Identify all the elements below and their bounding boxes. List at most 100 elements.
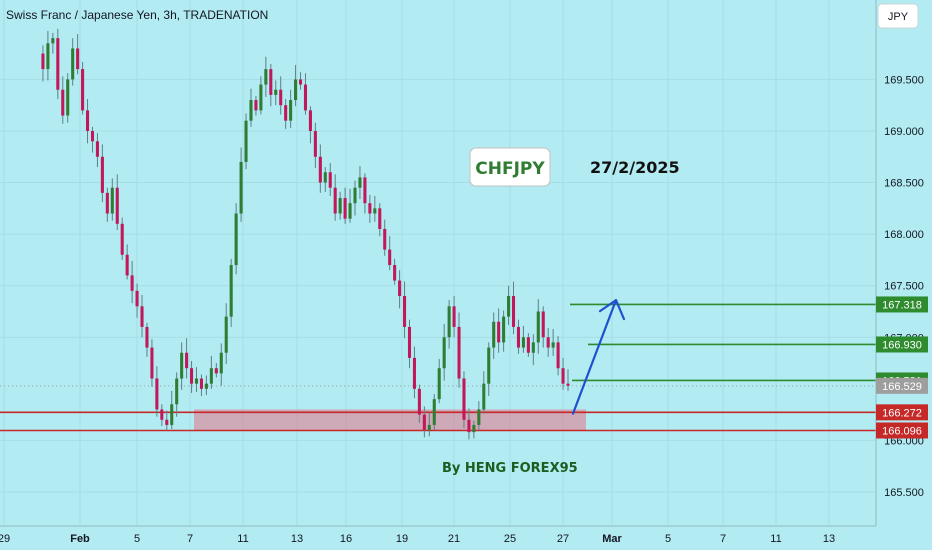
time-tick-label: 13: [823, 533, 835, 545]
candle-body: [41, 53, 45, 70]
candle-body: [105, 192, 109, 214]
candle-body: [338, 198, 342, 214]
candle-body: [160, 409, 164, 420]
pair-label-bg: [469, 147, 551, 187]
candle-body: [100, 156, 104, 193]
candle-body: [76, 48, 80, 70]
candle-body: [328, 172, 332, 188]
candle-body: [234, 213, 238, 266]
candle-body: [199, 378, 203, 389]
resistance-price-tag: [876, 296, 928, 313]
candle-body: [422, 414, 426, 431]
candle-body: [110, 187, 114, 214]
time-tick-label: Mar: [602, 533, 622, 545]
pair-label-box: CHFJPY: [469, 147, 551, 187]
candle-body: [264, 69, 268, 85]
support-zone: [194, 409, 586, 431]
price-tag-label: 166.272: [882, 407, 922, 419]
candle-body: [368, 203, 372, 214]
candle-body: [140, 306, 144, 327]
candle-body: [219, 352, 223, 374]
currency-button-bg[interactable]: [877, 3, 919, 29]
candle-body: [343, 198, 347, 219]
candle-body: [209, 368, 213, 384]
author-label: By HENG FOREX95: [442, 461, 578, 476]
currency-button[interactable]: JPY: [877, 3, 919, 29]
candle-body: [462, 378, 466, 420]
candle-body: [51, 38, 55, 44]
candle-body: [403, 296, 407, 327]
candle-body: [289, 100, 293, 121]
candle-body: [566, 383, 570, 386]
price-tick-label: 167.500: [884, 281, 924, 293]
candle-body: [254, 100, 258, 111]
price-tag-label: 166.930: [882, 339, 922, 351]
candle-body: [284, 105, 288, 121]
candle-body: [294, 79, 298, 101]
candle-body: [115, 187, 119, 224]
candle-body: [407, 326, 412, 358]
candle-body: [165, 419, 169, 425]
candle-body: [432, 399, 436, 425]
grid: [0, 0, 876, 526]
candle-body: [531, 342, 535, 353]
time-tick-label: 16: [340, 533, 352, 545]
price-tick-label: 168.000: [884, 229, 924, 241]
candle-body: [447, 306, 451, 338]
date-label: 27/2/2025: [590, 158, 680, 177]
candle-body: [229, 265, 233, 317]
candle-body: [298, 79, 303, 85]
candle-body: [85, 110, 90, 131]
price-tick-label: 169.000: [884, 126, 924, 138]
price-axis[interactable]: 165.500166.000167.000167.500168.000168.5…: [884, 74, 924, 499]
candle-body: [378, 208, 382, 229]
candle-body: [150, 347, 154, 379]
candle-body: [526, 337, 530, 353]
support-price-tag: [876, 404, 928, 421]
candle-body: [427, 424, 431, 431]
candle-body: [224, 316, 228, 353]
candle-body: [274, 89, 278, 95]
candle-body: [487, 347, 491, 384]
candle-body: [214, 368, 218, 374]
price-tick-label: 165.500: [884, 487, 924, 499]
candle-body: [502, 316, 506, 343]
pair-label: CHFJPY: [475, 159, 545, 179]
candle-body: [373, 208, 377, 214]
candle-body: [185, 352, 189, 369]
candle-body: [442, 337, 446, 369]
arrow-shaft: [571, 299, 618, 415]
candle-body: [71, 48, 75, 80]
time-tick-label: 29: [0, 533, 10, 545]
candle-body: [120, 223, 124, 255]
price-tag-label: 166.529: [882, 381, 922, 393]
candle-body: [551, 342, 555, 348]
candle-body: [194, 378, 199, 384]
candles: [41, 28, 570, 440]
candle-body: [417, 388, 421, 415]
time-tick-label: 7: [720, 533, 726, 545]
time-tick-label: 7: [187, 533, 193, 545]
candle-body: [348, 203, 352, 219]
candle-body: [135, 290, 139, 307]
time-tick-label: 5: [134, 533, 140, 545]
candle-body: [507, 296, 511, 317]
candle-body: [155, 378, 159, 410]
candle-body: [492, 321, 496, 348]
candle-body: [61, 89, 65, 116]
candle-body: [323, 172, 327, 183]
time-tick-label: 19: [396, 533, 408, 545]
candle-body: [511, 296, 516, 327]
candle-body: [353, 187, 357, 204]
candle-body: [556, 342, 560, 369]
candle-body: [279, 89, 283, 106]
candle-body: [269, 69, 273, 95]
time-tick-label: 11: [237, 533, 248, 545]
candle-body: [482, 383, 486, 410]
candle-body: [95, 141, 99, 157]
currency-button-label[interactable]: JPY: [888, 11, 909, 23]
price-tick-label: 168.500: [884, 178, 924, 190]
time-axis[interactable]: 29 Feb 5 7 11 13 16 19 21 25 27 Mar 5 7 11 13: [0, 533, 835, 545]
candle-body: [383, 228, 387, 250]
